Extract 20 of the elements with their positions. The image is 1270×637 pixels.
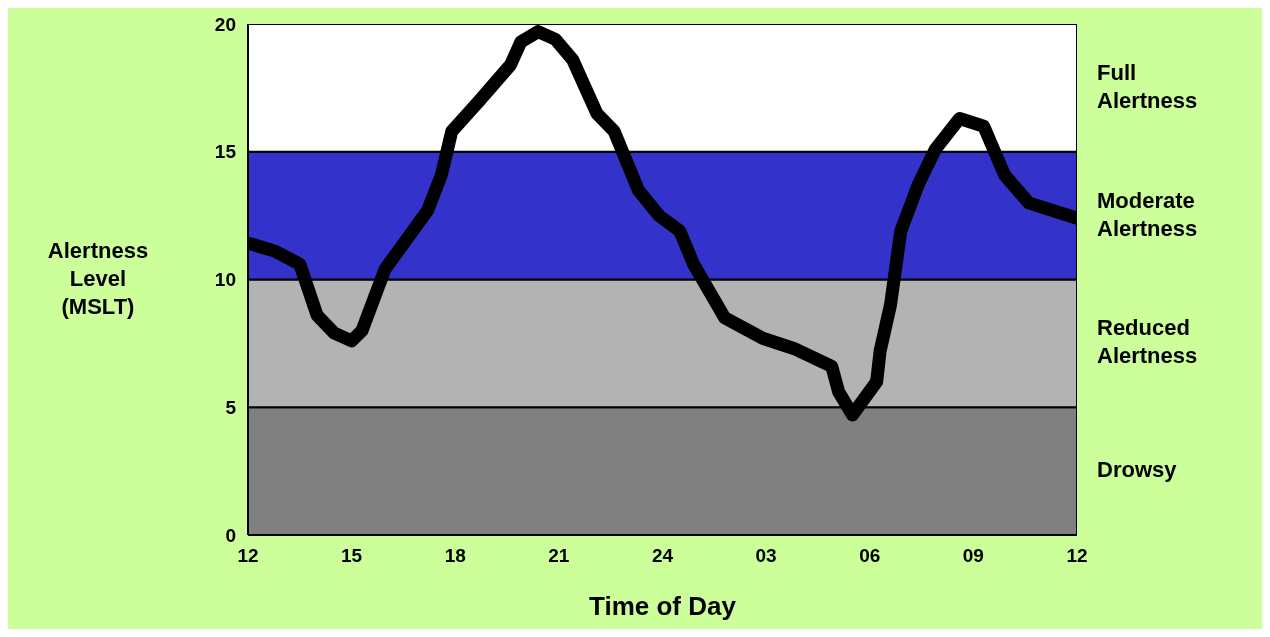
x-tick-label: 09 xyxy=(962,545,984,567)
y-tick-label: 15 xyxy=(214,141,237,163)
x-tick-label: 06 xyxy=(859,545,881,567)
text: 24 xyxy=(651,545,674,567)
band-label: Moderate Alertness xyxy=(1097,187,1198,241)
x-tick-label: 15 xyxy=(341,545,363,567)
y-axis-title: Alertness Level (MSLT) xyxy=(47,237,149,319)
x-tick-label: 12 xyxy=(1066,545,1088,567)
band-label: Drowsy xyxy=(1097,456,1178,482)
y-tick-label: 0 xyxy=(225,524,236,546)
y-tick-label: 10 xyxy=(214,269,236,291)
x-tick-label: 18 xyxy=(444,545,466,567)
x-tick-label: 03 xyxy=(755,545,777,567)
y-tick-label: 20 xyxy=(214,13,236,35)
band-label: Reduced Alertness xyxy=(1097,315,1198,369)
band-label: Full Alertness xyxy=(1097,59,1198,113)
y-tick-label: 5 xyxy=(225,396,237,418)
x-tick-label: 21 xyxy=(548,545,570,567)
x-axis-title: Time of Day xyxy=(589,591,737,621)
x-tick-label: 12 xyxy=(237,545,259,567)
